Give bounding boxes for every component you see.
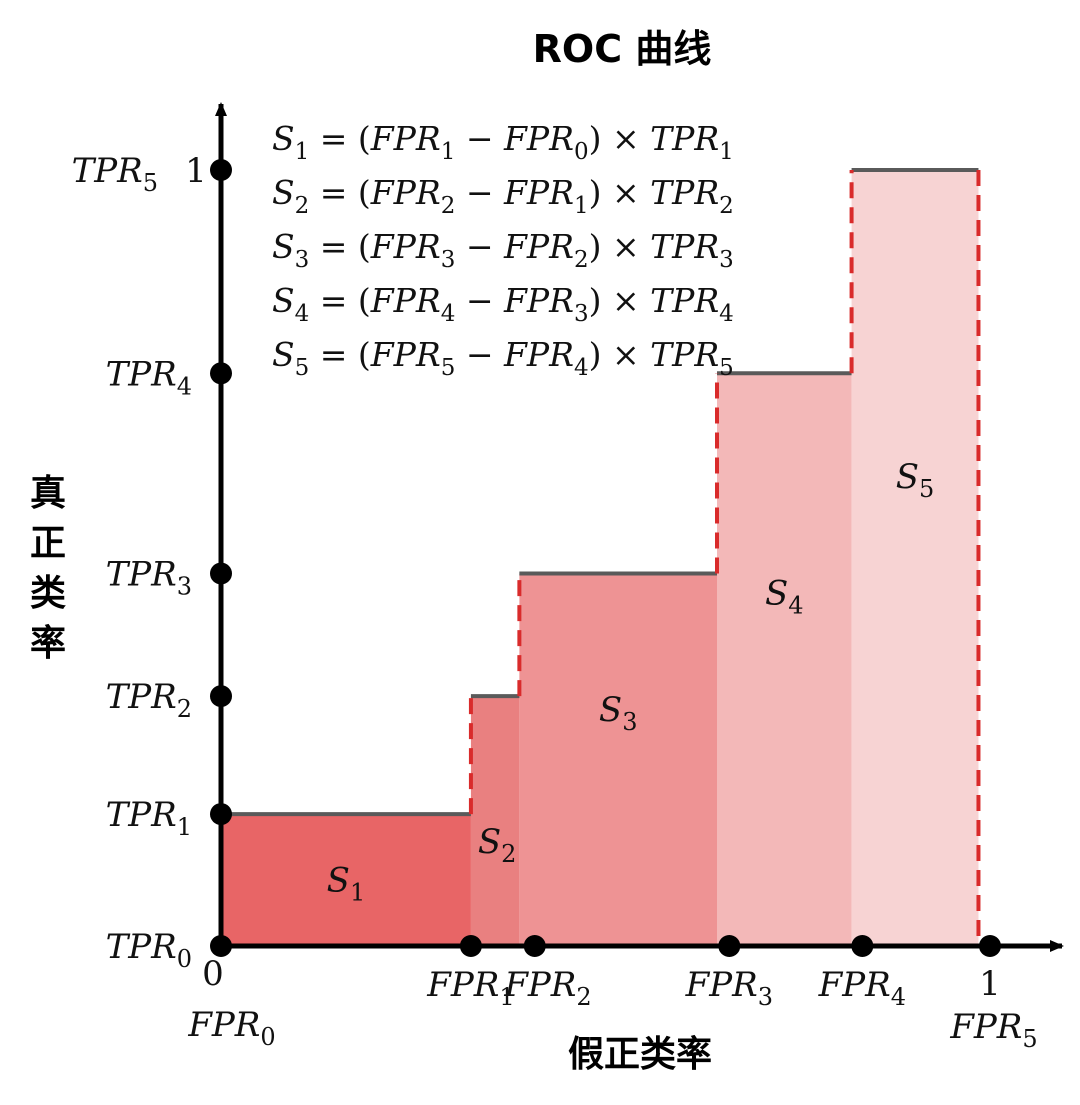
x-point-fpr5: [979, 935, 1001, 957]
y-label-tpr1: TPR1: [106, 795, 192, 841]
chart-title: ROC 曲线: [533, 27, 712, 71]
region-label-s1: S1: [327, 861, 366, 907]
x-point-fpr4: [851, 935, 874, 957]
x-point-fpr1: [459, 935, 482, 957]
y-point-tpr0: [210, 935, 232, 957]
formula-2: S2 = (FPR2 − FPR1) × TPR2: [272, 173, 734, 219]
region-label-s3: S3: [599, 690, 638, 736]
y-axis-title-char: 正: [30, 523, 66, 564]
region-s3: [519, 573, 718, 946]
region-s5: [851, 170, 979, 946]
region-label-s4: S4: [765, 574, 804, 620]
formula-1: S1 = (FPR1 − FPR0) × TPR1: [272, 119, 734, 165]
x-label-fpr3: FPR3: [685, 965, 773, 1011]
x-label-zero: 0: [202, 954, 224, 994]
y-axis-title-char: 真: [30, 473, 66, 514]
x-point-fpr2: [523, 935, 546, 957]
area-formulas: S1 = (FPR1 − FPR0) × TPR1 S2 = (FPR2 − FP…: [272, 119, 734, 381]
y-point-tpr5: [210, 159, 232, 181]
formula-5: S5 = (FPR5 − FPR4) × TPR5: [272, 335, 734, 381]
formula-4: S4 = (FPR4 − FPR3) × TPR4: [272, 281, 734, 327]
area-regions: S1 S2 S3 S4 S5: [221, 170, 979, 946]
y-label-one: 1: [185, 151, 207, 191]
y-label-tpr4: TPR4: [106, 354, 192, 400]
step-edges: [221, 168, 981, 946]
x-label-fpr4: FPR4: [818, 965, 906, 1011]
x-label-fpr5: FPR5: [949, 1007, 1037, 1053]
region-label-s5: S5: [896, 457, 935, 503]
x-point-fpr3: [718, 935, 741, 957]
y-point-tpr4: [210, 362, 232, 385]
x-label-fpr2: FPR2: [503, 965, 591, 1011]
region-s4: [717, 373, 852, 946]
region-s2: [470, 696, 520, 946]
x-axis-title: 假正类率: [568, 1034, 712, 1075]
x-label-fpr1: FPR1: [426, 965, 514, 1011]
y-axis-title-char: 率: [30, 623, 66, 664]
formula-3: S3 = (FPR3 − FPR2) × TPR3: [272, 227, 734, 273]
y-point-tpr2: [210, 685, 232, 708]
y-point-tpr1: [210, 803, 232, 826]
region-label-s2: S2: [478, 822, 517, 868]
y-point-tpr3: [210, 562, 232, 585]
y-label-tpr2: TPR2: [106, 677, 192, 723]
y-label-tpr0: TPR0: [106, 927, 192, 973]
y-label-tpr5: TPR5: [72, 151, 158, 197]
x-label-one: 1: [979, 964, 1001, 1004]
y-label-tpr3: TPR3: [106, 555, 192, 601]
region-s1: [221, 814, 471, 946]
tick-points: [210, 159, 1001, 957]
y-axis-title-char: 类: [30, 573, 66, 614]
x-label-fpr0: FPR0: [187, 1005, 275, 1051]
